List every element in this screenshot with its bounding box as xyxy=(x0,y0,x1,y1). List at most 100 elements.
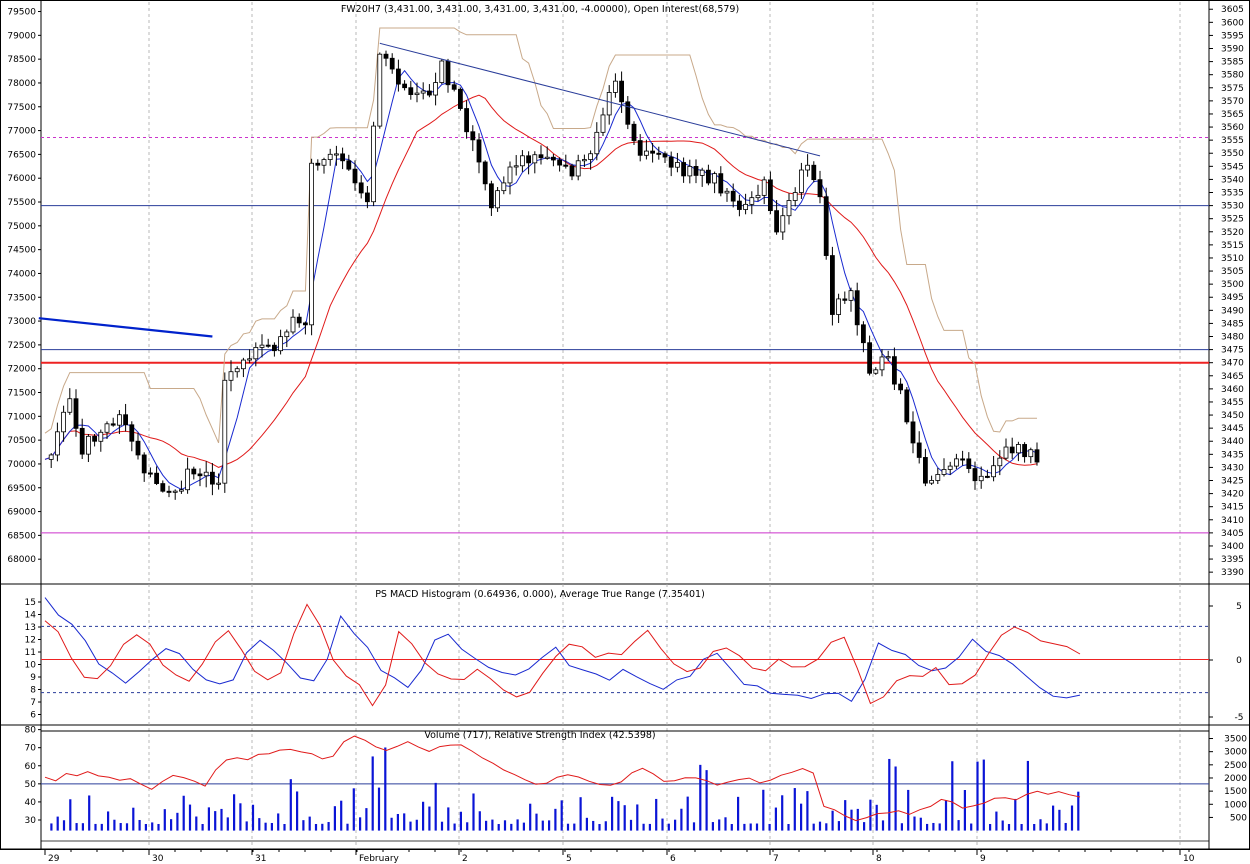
volume-bar xyxy=(598,824,601,831)
price-candle xyxy=(749,197,755,205)
price-horizontal-lines xyxy=(41,137,1209,534)
price-candle xyxy=(476,139,482,163)
right-price-label: 3400 xyxy=(1221,542,1244,552)
volume-bar xyxy=(806,791,809,831)
price-candle xyxy=(718,173,724,194)
price-candle xyxy=(222,379,228,484)
price-candle xyxy=(402,83,408,89)
price-candle xyxy=(451,84,457,90)
volume-bar xyxy=(768,823,771,831)
volume-bar xyxy=(1077,791,1080,831)
macd-left-label: 8 xyxy=(30,686,36,696)
volume-bar xyxy=(434,782,437,831)
price-candle xyxy=(606,92,612,116)
volume-bar xyxy=(1070,805,1074,831)
volume-bar xyxy=(371,756,374,831)
volume-bar xyxy=(466,822,469,831)
volume-bar xyxy=(314,824,318,831)
volume-bar xyxy=(264,822,267,831)
price-candle xyxy=(712,173,717,184)
left-price-label: 69000 xyxy=(7,508,36,518)
price-candle xyxy=(61,411,66,433)
volume-right-label: 2000 xyxy=(1224,774,1247,784)
volume-bar xyxy=(440,821,444,831)
volume-bar xyxy=(50,823,53,831)
price-candle xyxy=(947,465,953,470)
date-label: 6 xyxy=(670,854,676,864)
right-price-label: 3410 xyxy=(1221,516,1244,526)
left-price-ticks: 68000 68500 69000 69500 70000 70500 71000 71500… xyxy=(7,8,41,565)
volume-bar xyxy=(270,822,273,831)
volume-bar xyxy=(579,797,582,831)
price-trendline xyxy=(38,317,213,338)
macd-left-label: 9 xyxy=(30,673,36,683)
volume-bar xyxy=(818,821,822,831)
price-candle xyxy=(358,182,364,194)
price-candle xyxy=(520,155,525,167)
left-price-label: 75500 xyxy=(7,198,36,208)
price-candle xyxy=(910,421,916,444)
volume-bar xyxy=(1001,820,1004,831)
volume-bar xyxy=(850,809,853,831)
price-candle xyxy=(464,108,470,133)
volume-bar xyxy=(1045,823,1048,831)
price-candle xyxy=(296,316,302,324)
volume-rsi-panel: 30 40 50 60 70 80 500 1000 1500 2000 2500 3000 3500… xyxy=(25,726,1247,842)
price-candle xyxy=(420,90,426,94)
price-candle xyxy=(371,125,377,203)
price-candle xyxy=(48,454,54,460)
price-candle xyxy=(879,356,885,371)
price-candle xyxy=(117,414,122,426)
price-candle xyxy=(978,475,984,482)
price-candle xyxy=(333,153,339,156)
right-price-label: 3490 xyxy=(1221,306,1244,316)
price-candle xyxy=(662,153,668,158)
volume-bar xyxy=(258,818,261,831)
volume-bar xyxy=(667,823,670,831)
price-candle xyxy=(650,150,655,154)
volume-bar xyxy=(516,819,519,831)
volume-bar xyxy=(327,822,330,831)
price-candle xyxy=(98,431,104,442)
price-candle xyxy=(1028,449,1034,458)
right-price-label: 3460 xyxy=(1221,385,1244,395)
macd-left-label: 6 xyxy=(30,711,36,721)
volume-bar xyxy=(1007,824,1011,831)
macd-right-label: 0 xyxy=(1236,656,1242,666)
price-candle xyxy=(780,215,786,233)
rsi-left-label: 70 xyxy=(25,744,37,754)
volume-bar xyxy=(573,823,576,831)
left-price-label: 74500 xyxy=(7,246,36,256)
price-candle xyxy=(885,356,891,359)
rsi-series xyxy=(44,735,1081,822)
date-label: 2 xyxy=(462,854,468,864)
volume-bar xyxy=(869,799,872,831)
right-price-label: 3575 xyxy=(1221,84,1244,94)
price-candle xyxy=(935,474,941,481)
right-price-label: 3535 xyxy=(1221,189,1244,199)
price-candle xyxy=(172,490,178,493)
left-price-label: 79000 xyxy=(7,31,36,41)
volume-bar xyxy=(346,823,349,831)
volume-bar xyxy=(894,766,897,831)
volume-bar xyxy=(100,823,103,831)
price-candle xyxy=(761,179,767,196)
volume-bar xyxy=(56,816,59,831)
macd-left-label: 11 xyxy=(25,648,36,658)
right-price-label: 3390 xyxy=(1221,568,1244,578)
volume-bar xyxy=(692,822,696,831)
volume-bar xyxy=(302,820,305,831)
right-price-label: 3530 xyxy=(1221,202,1244,212)
right-price-label: 3440 xyxy=(1221,437,1244,447)
volume-bar xyxy=(863,822,866,831)
volume-bar xyxy=(900,823,903,831)
volume-bar xyxy=(415,819,418,831)
price-candle xyxy=(340,153,346,162)
price-candle xyxy=(259,344,265,348)
volume-bar xyxy=(629,819,633,831)
right-price-label: 3585 xyxy=(1221,58,1244,68)
price-candle xyxy=(253,347,259,360)
price-candle xyxy=(569,165,575,177)
macd-right-ticks: 5 0 -5 xyxy=(1209,602,1243,723)
